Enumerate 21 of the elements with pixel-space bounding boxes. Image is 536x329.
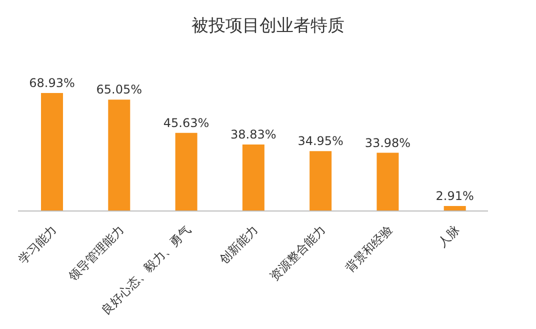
data-label: 68.93%	[29, 76, 75, 90]
bar	[108, 100, 130, 211]
data-label: 33.98%	[364, 136, 411, 150]
data-label: 2.91%	[436, 189, 474, 204]
data-label: 65.05%	[96, 82, 142, 97]
x-tick-label: 背景和经验	[342, 222, 396, 276]
x-tick-label: 学习能力	[16, 222, 60, 267]
bar	[175, 132, 198, 211]
bar	[242, 144, 264, 211]
x-tick-label: 资源整合能力	[267, 222, 328, 284]
chart-title: 被投项目创业者特质	[190, 15, 346, 38]
data-label: 45.63%	[163, 116, 210, 130]
data-label: 38.83%	[230, 128, 276, 142]
bar	[310, 151, 332, 211]
x-tick-label: 领导管理能力	[66, 222, 126, 284]
bar	[376, 152, 399, 211]
x-tick-label: 创新能力	[216, 222, 261, 267]
bar	[444, 206, 466, 211]
bar	[41, 92, 63, 211]
data-label: 34.95%	[298, 134, 344, 148]
x-tick-label: 人脉	[435, 222, 462, 250]
